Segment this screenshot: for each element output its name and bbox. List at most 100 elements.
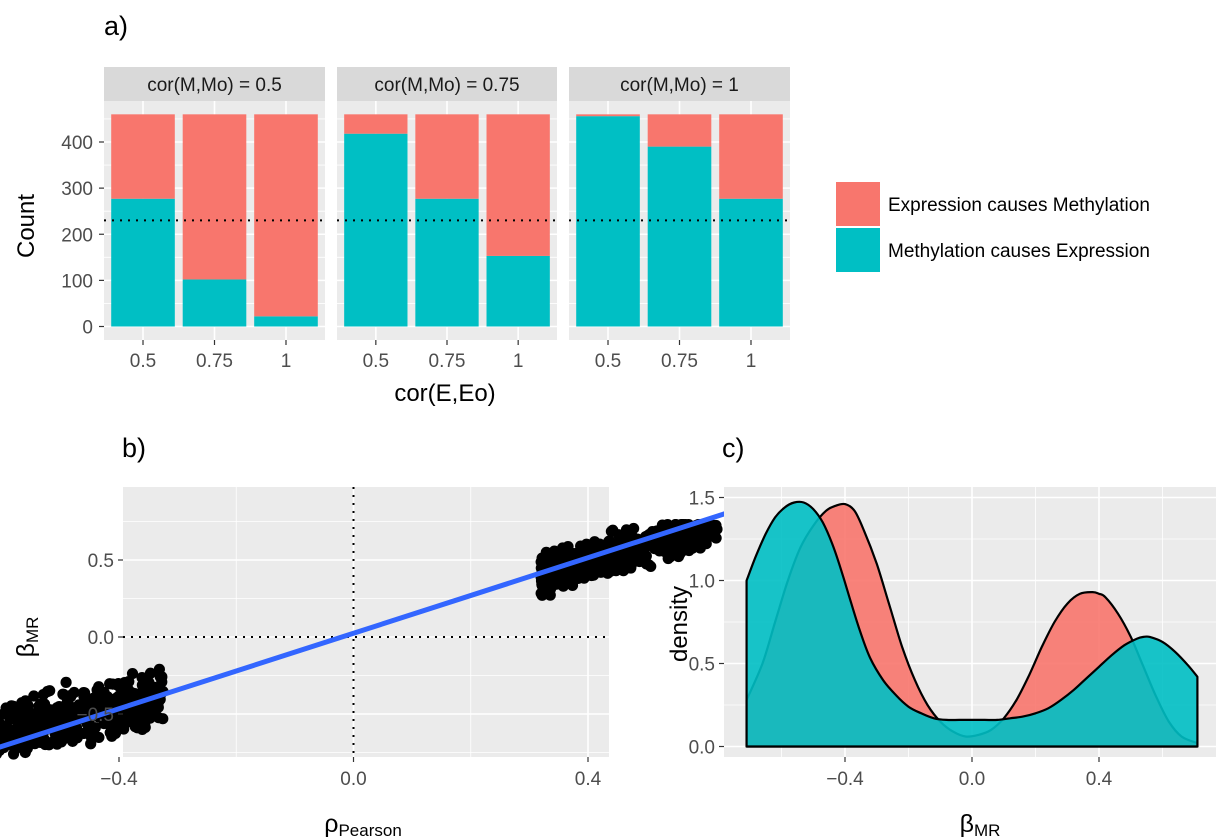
scatter-point bbox=[656, 519, 668, 531]
scatter-point bbox=[118, 676, 131, 689]
bar-methylation-causes-expression bbox=[111, 198, 175, 327]
scatter-point bbox=[587, 564, 599, 576]
svg-text:βMR: βMR bbox=[960, 810, 1001, 839]
y-tick-label: 0.5 bbox=[689, 655, 715, 676]
panel-a-x-axis-title: cor(E,Eo) bbox=[394, 380, 495, 407]
panel-b-y-axis-title-sub: MR bbox=[23, 617, 42, 643]
panel-c-tag: c) bbox=[722, 433, 745, 463]
scatter-point bbox=[16, 723, 28, 735]
x-tick-label: 0.5 bbox=[130, 351, 156, 372]
legend: Expression causes Methylation Methylatio… bbox=[836, 182, 1150, 272]
scatter-point bbox=[107, 678, 119, 690]
scatter-point bbox=[649, 543, 661, 555]
bar-expression-causes-methylation bbox=[254, 114, 318, 317]
bar-expression-causes-methylation bbox=[111, 114, 175, 199]
x-tick-label: 0.75 bbox=[429, 351, 466, 372]
bar-methylation-causes-expression bbox=[254, 316, 318, 327]
scatter-point bbox=[85, 730, 97, 743]
x-tick-label: −0.4 bbox=[100, 769, 138, 790]
legend-key-methylation-causes-expression bbox=[836, 228, 880, 272]
x-tick-label: 0.4 bbox=[575, 769, 602, 790]
scatter-point bbox=[104, 694, 116, 706]
legend-label-methylation-causes-expression: Methylation causes Expression bbox=[888, 241, 1150, 262]
scatter-point bbox=[106, 730, 118, 742]
facet-strip-label: cor(M,Mo) = 0.75 bbox=[374, 75, 519, 96]
bar-expression-causes-methylation bbox=[647, 114, 712, 147]
scatter-point bbox=[542, 578, 554, 591]
scatter-point bbox=[662, 552, 674, 565]
scatter-point bbox=[575, 540, 587, 552]
panel-c-x-axis-title-sub: MR bbox=[974, 821, 1000, 839]
facet-1: cor(M,Mo) = 0.5 0.5 0.75 1 bbox=[104, 67, 325, 372]
panel-a-tag: a) bbox=[104, 11, 128, 41]
panel-c-density-plot: −0.4 0.0 0.4 0.0 0.5 1.0 1.5 bbox=[689, 487, 1216, 790]
scatter-point bbox=[64, 701, 77, 713]
bar-expression-causes-methylation bbox=[486, 114, 550, 256]
scatter-point bbox=[548, 545, 561, 557]
x-tick-label: 0.5 bbox=[363, 351, 389, 372]
y-tick-label: 1.5 bbox=[689, 489, 715, 510]
scatter-point bbox=[149, 705, 161, 717]
facet-strip-label: cor(M,Mo) = 1 bbox=[620, 75, 739, 96]
bar-methylation-causes-expression bbox=[344, 133, 408, 327]
scatter-point bbox=[0, 706, 13, 719]
bar-expression-causes-methylation bbox=[182, 114, 247, 280]
x-tick-label: −0.4 bbox=[826, 769, 864, 790]
svg-text:βMR: βMR bbox=[12, 617, 42, 658]
scatter-point bbox=[0, 721, 3, 730]
facet-strip bbox=[337, 67, 557, 101]
scatter-point bbox=[32, 710, 45, 723]
y-tick-label: 0.0 bbox=[689, 738, 715, 759]
facet-strip bbox=[569, 67, 790, 101]
x-tick-label: 0.0 bbox=[340, 769, 366, 790]
legend-key-expression-causes-methylation bbox=[836, 182, 880, 226]
bar-expression-causes-methylation bbox=[344, 114, 408, 134]
panel-a-stacked-bar-chart: cor(M,Mo) = 0.5 0.5 0.75 1 cor(M,Mo) = 0.75 0… bbox=[61, 67, 790, 372]
x-tick-label: 0.0 bbox=[959, 769, 985, 790]
scatter-point bbox=[156, 671, 168, 683]
fit-line bbox=[0, 500, 759, 750]
bar-expression-causes-methylation bbox=[576, 114, 640, 117]
y-tick-label: 400 bbox=[61, 133, 93, 154]
panel-b-x-axis-title: ρPearson bbox=[324, 810, 402, 839]
scatter-point bbox=[694, 542, 706, 554]
scatter-point bbox=[671, 540, 684, 552]
panel-a-y-axis-title: Count bbox=[13, 194, 40, 258]
scatter-point bbox=[126, 667, 139, 680]
scatter-point bbox=[605, 525, 617, 537]
scatter-point bbox=[617, 565, 630, 577]
scatter-point bbox=[557, 580, 569, 592]
panel-b-x-axis-title-sub: Pearson bbox=[338, 821, 401, 839]
scatter-point bbox=[672, 550, 685, 563]
panel-c-x-axis-title: βMR bbox=[960, 810, 1001, 839]
scatter-point bbox=[711, 523, 723, 535]
x-tick-label: 1 bbox=[513, 351, 524, 372]
panel-b-x-axis-title-main: ρ bbox=[324, 810, 338, 838]
scatter-point bbox=[19, 695, 32, 707]
scatter-point bbox=[603, 535, 615, 548]
bar-methylation-causes-expression bbox=[486, 255, 550, 327]
scatter-point bbox=[53, 706, 66, 718]
scatter-point bbox=[572, 566, 584, 578]
scatter-point bbox=[44, 685, 56, 697]
scatter-point bbox=[621, 529, 634, 541]
bar-methylation-causes-expression bbox=[415, 198, 479, 327]
panel-c-x-axis-title-main: β bbox=[960, 810, 974, 838]
x-tick-label: 0.5 bbox=[595, 351, 621, 372]
scatter-point bbox=[538, 556, 550, 568]
scatter-point bbox=[0, 730, 3, 740]
bar-methylation-causes-expression bbox=[719, 198, 783, 327]
y-tick-label: 1.0 bbox=[689, 572, 715, 593]
x-tick-label: 1 bbox=[746, 351, 757, 372]
facet-strip-label: cor(M,Mo) = 0.5 bbox=[147, 75, 282, 96]
x-tick-label: 0.75 bbox=[196, 351, 233, 372]
scatter-point bbox=[44, 704, 56, 716]
scatter-point bbox=[119, 717, 131, 729]
facet-2: cor(M,Mo) = 0.75 0.5 0.75 1 bbox=[337, 67, 557, 372]
legend-label-expression-causes-methylation: Expression causes Methylation bbox=[888, 195, 1150, 216]
scatter-point bbox=[7, 748, 20, 760]
y-tick-label: 0 bbox=[82, 318, 93, 339]
scatter-point bbox=[15, 704, 27, 716]
scatter-point bbox=[28, 690, 40, 702]
bar-methylation-causes-expression bbox=[182, 279, 247, 327]
